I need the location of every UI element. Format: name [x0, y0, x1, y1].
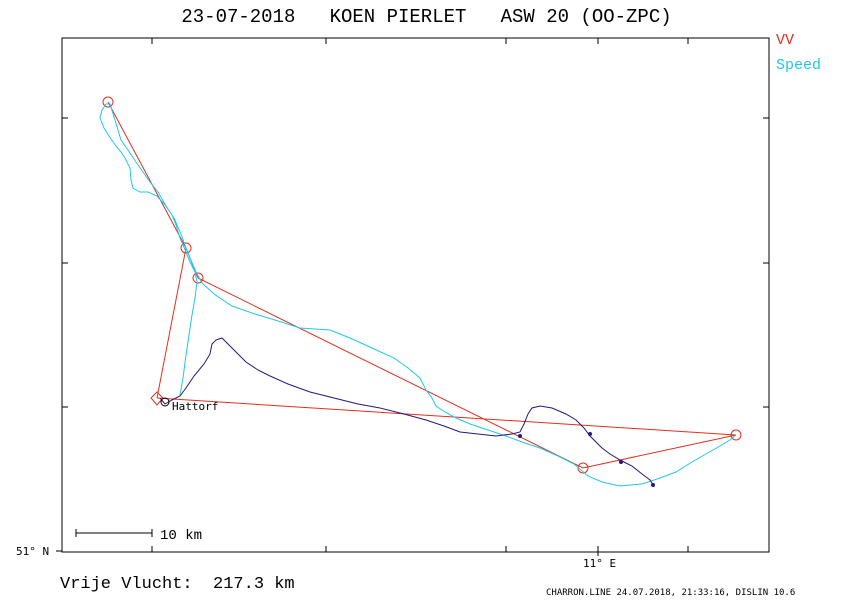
turnpoint-5 — [730, 429, 742, 441]
start-marker — [150, 391, 164, 406]
airfield-icon — [160, 397, 170, 407]
turnpoint-1 — [102, 96, 114, 108]
vv-task-line — [107, 101, 737, 469]
flight-track — [159, 337, 655, 487]
scale-bar: 10 km — [75, 528, 202, 544]
track-markers — [518, 432, 655, 487]
turnpoint-3 — [192, 272, 204, 284]
map-frame — [61, 37, 770, 553]
airfield-label: Hattorf — [172, 400, 218, 413]
distance-label: Vrije Vlucht: 217.3 km — [60, 575, 295, 594]
legend-speed: Speed — [776, 57, 822, 74]
legend-vv: VV — [776, 32, 795, 49]
speed-track — [99, 103, 737, 487]
lon-label: 11° E — [583, 557, 616, 570]
scale-bar-label: 10 km — [160, 528, 202, 544]
lat-label: 51° N — [16, 545, 49, 558]
map-title: 23-07-2018 KOEN PIERLET ASW 20 (OO-ZPC) — [181, 6, 672, 28]
turnpoint-markers — [102, 96, 742, 474]
footer-info: CHARRON.LINE 24.07.2018, 21:33:16, DISLI… — [546, 588, 796, 598]
axis-ticks — [62, 38, 769, 552]
